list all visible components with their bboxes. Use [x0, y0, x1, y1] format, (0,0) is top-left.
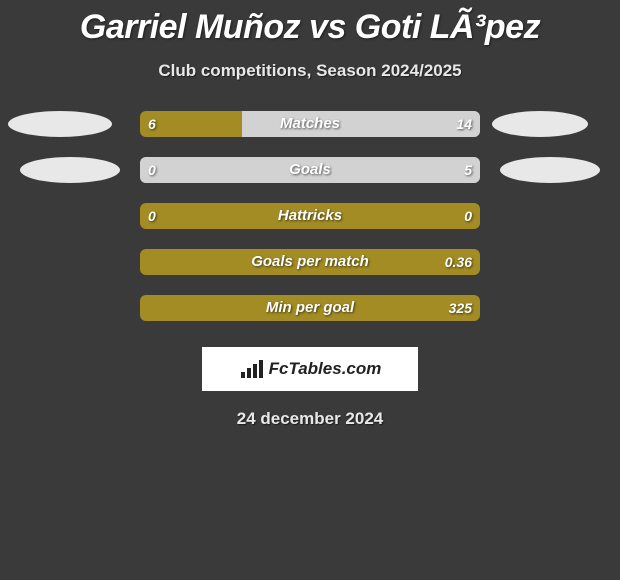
- bar-track: 614Matches: [140, 111, 480, 137]
- player-ellipse: [20, 157, 120, 183]
- stats-rows: 614Matches 05Goals 00Hattricks 0.36Goals pe…: [0, 111, 620, 341]
- subtitle: Club competitions, Season 2024/2025: [0, 61, 620, 81]
- stat-label: Hattricks: [140, 203, 480, 229]
- stat-label: Goals per match: [140, 249, 480, 275]
- stat-label: Min per goal: [140, 295, 480, 321]
- player-ellipse: [492, 111, 588, 137]
- bar-track: 0.36Goals per match: [140, 249, 480, 275]
- stat-row: 614Matches: [0, 111, 620, 157]
- bars-icon: [239, 358, 265, 380]
- date: 24 december 2024: [0, 409, 620, 429]
- stat-row: 0.36Goals per match: [0, 249, 620, 295]
- stat-row: 05Goals: [0, 157, 620, 203]
- stat-row: 00Hattricks: [0, 203, 620, 249]
- player-ellipse: [500, 157, 600, 183]
- player-ellipse: [8, 111, 112, 137]
- stat-row: 325Min per goal: [0, 295, 620, 341]
- logo-text: FcTables.com: [269, 359, 382, 379]
- bar-track: 05Goals: [140, 157, 480, 183]
- bar-track: 325Min per goal: [140, 295, 480, 321]
- page-title: Garriel Muñoz vs Goti LÃ³pez: [0, 8, 620, 47]
- bar-track: 00Hattricks: [140, 203, 480, 229]
- stat-label: Matches: [140, 111, 480, 137]
- logo-box: FcTables.com: [202, 347, 418, 391]
- stat-label: Goals: [140, 157, 480, 183]
